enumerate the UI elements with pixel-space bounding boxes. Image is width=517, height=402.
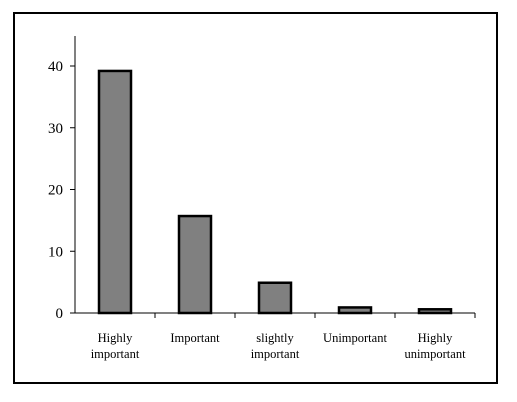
x-category-label-line: important [91,347,140,361]
bar [97,69,133,315]
x-category-label-line: Important [170,331,220,345]
x-category-label-line: Highly [418,331,453,345]
x-category-label: Highly unimportant [404,331,466,361]
y-tick-label: 20 [48,183,63,199]
bar [177,214,213,315]
bar [337,306,373,315]
x-axis: Highly important Important slightly importan… [75,312,476,361]
x-category-label-line: slightly [256,331,294,345]
x-category-label: Unimportant [323,331,387,345]
chart-frame [13,12,498,384]
y-tick-label: 30 [48,121,63,137]
bar [257,281,293,315]
x-category-label-line: important [251,347,300,361]
y-tick-label: 10 [48,244,63,260]
bar [417,308,453,315]
bars [97,69,453,315]
y-tick-label: 0 [56,306,64,322]
x-category-label: Important [170,331,220,345]
x-category-label: Highly important [91,331,140,361]
y-axis: 0 10 20 30 40 [48,36,76,322]
x-category-label-line: unimportant [404,347,466,361]
x-category-label-line: Unimportant [323,331,387,345]
y-tick-label: 40 [48,59,63,75]
x-category-label: slightly important [251,331,300,361]
x-category-label-line: Highly [98,331,133,345]
